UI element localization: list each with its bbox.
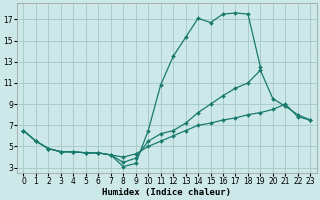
X-axis label: Humidex (Indice chaleur): Humidex (Indice chaleur) [102, 188, 231, 197]
